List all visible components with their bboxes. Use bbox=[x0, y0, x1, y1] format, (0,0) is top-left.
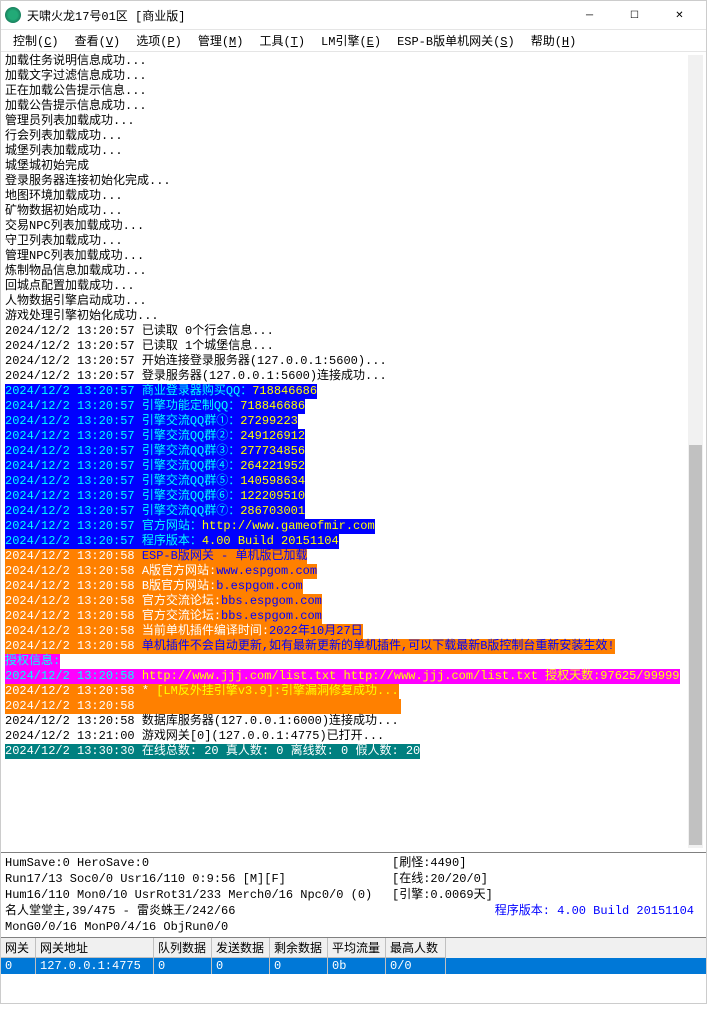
log-line: 炼制物品信息加载成功... bbox=[5, 264, 147, 278]
status-line: MonG0/0/16 MonP0/4/16 ObjRun0/0 bbox=[5, 919, 392, 935]
log-line: 回城点配置加载成功... bbox=[5, 279, 135, 293]
log-line: 行会列表加载成功... bbox=[5, 129, 123, 143]
grid-row[interactable]: 0127.0.0.1:47750000b0/0 bbox=[1, 958, 706, 974]
grid-col-header[interactable]: 队列数据 bbox=[154, 938, 212, 958]
log-line: 加载文字过滤信息成功... bbox=[5, 69, 147, 83]
menu-E[interactable]: LM引擎(E) bbox=[313, 30, 389, 51]
grid-col-header[interactable]: 发送数据 bbox=[212, 938, 270, 958]
grid-body: 0127.0.0.1:47750000b0/0 bbox=[1, 958, 706, 1018]
grid-cell: 127.0.0.1:4775 bbox=[36, 958, 154, 974]
log-line: 2024/12/2 13:20:57 商业登录器购买QQ：718846686 bbox=[5, 384, 317, 399]
log-line: 2024/12/2 13:20:57 引擎交流QQ群③：277734856 bbox=[5, 444, 305, 459]
gateway-grid: 网关网关地址队列数据发送数据剩余数据平均流量最高人数 0127.0.0.1:47… bbox=[1, 937, 706, 1018]
titlebar[interactable]: 天啸火龙17号01区 [商业版] ─ ☐ ✕ bbox=[1, 1, 706, 30]
log-line: 2024/12/2 13:20:58 * [LM反外挂引擎v3.9]:引擎漏洞修… bbox=[5, 684, 399, 699]
log-line: 2024/12/2 13:30:30 在线总数: 20 真人数: 0 离线数: … bbox=[5, 744, 420, 759]
log-line: 2024/12/2 13:20:57 引擎交流QQ群②：249126912 bbox=[5, 429, 305, 444]
status-line: [刷怪:4490] bbox=[392, 855, 702, 871]
log-line: 2024/12/2 13:20:57 开始连接登录服务器(127.0.0.1:5… bbox=[5, 354, 387, 368]
grid-col-header[interactable]: 网关地址 bbox=[36, 938, 154, 958]
status-line: 名人堂堂主,39/475 - 雷炎蛛王/242/66 bbox=[5, 903, 392, 919]
log-line: 2024/12/2 13:20:58 官方交流论坛:bbs.espgom.com bbox=[5, 594, 322, 609]
menu-C[interactable]: 控制(C) bbox=[5, 30, 67, 51]
maximize-button[interactable]: ☐ bbox=[612, 1, 657, 29]
log-line: 2024/12/2 13:20:58 数据库服务器(127.0.0.1:6000… bbox=[5, 714, 399, 728]
grid-cell: 0/0 bbox=[386, 958, 446, 974]
app-icon bbox=[5, 7, 21, 23]
minimize-button[interactable]: ─ bbox=[567, 1, 612, 29]
log-line: 加载住务说明信息成功... bbox=[5, 54, 147, 68]
log-line: 加载公告提示信息成功... bbox=[5, 99, 147, 113]
status-line: HumSave:0 HeroSave:0 bbox=[5, 855, 392, 871]
grid-col-header[interactable]: 网关 bbox=[1, 938, 36, 958]
log-line: 2024/12/2 13:20:57 引擎功能定制QQ：718846686 bbox=[5, 399, 305, 414]
close-button[interactable]: ✕ bbox=[657, 1, 702, 29]
log-line: 管理员列表加载成功... bbox=[5, 114, 135, 128]
log-line: 2024/12/2 13:20:57 已读取 0个行会信息... bbox=[5, 324, 274, 338]
menu-P[interactable]: 选项(P) bbox=[128, 30, 190, 51]
log-line: 守卫列表加载成功... bbox=[5, 234, 123, 248]
status-line: Hum16/110 Mon0/10 UsrRot31/233 Merch0/16… bbox=[5, 887, 392, 903]
menu-H[interactable]: 帮助(H) bbox=[523, 30, 585, 51]
status-right: [刷怪:4490][在线:20/20/0][引擎:0.0069天] 程序版本: … bbox=[392, 855, 702, 935]
log-line: 2024/12/2 13:20:57 登录服务器(127.0.0.1:5600)… bbox=[5, 369, 387, 383]
log-line: 2024/12/2 13:20:58 官方交流论坛:bbs.espgom.com bbox=[5, 609, 322, 624]
grid-col-header[interactable]: 最高人数 bbox=[386, 938, 446, 958]
log-line: 2024/12/2 13:20:57 引擎交流QQ群⑦：286703001 bbox=[5, 504, 305, 519]
log-line: 2024/12/2 13:20:57 程序版本：4.00 Build 20151… bbox=[5, 534, 339, 549]
grid-cell: 0 bbox=[1, 958, 36, 974]
window-title: 天啸火龙17号01区 [商业版] bbox=[27, 7, 567, 24]
status-line: Run17/13 Soc0/0 Usr16/110 0:9:56 [M][F] bbox=[5, 871, 392, 887]
grid-cell: 0b bbox=[328, 958, 386, 974]
log-area[interactable]: 加载住务说明信息成功...加载文字过滤信息成功...正在加载公告提示信息...加… bbox=[1, 52, 706, 852]
log-line: 2024/12/2 13:20:58 单机插件不会自动更新,如有最新更新的单机插… bbox=[5, 639, 615, 654]
grid-header[interactable]: 网关网关地址队列数据发送数据剩余数据平均流量最高人数 bbox=[1, 938, 706, 958]
window-controls: ─ ☐ ✕ bbox=[567, 1, 702, 29]
status-area: HumSave:0 HeroSave:0Run17/13 Soc0/0 Usr1… bbox=[1, 852, 706, 937]
log-line: 2024/12/2 13:20:58 http://www.jjj.com/li… bbox=[5, 669, 680, 684]
log-line: 交易NPC列表加载成功... bbox=[5, 219, 144, 233]
log-line: 2024/12/2 13:20:58 当前单机插件编译时间:2022年10月27… bbox=[5, 624, 363, 639]
app-window: 天啸火龙17号01区 [商业版] ─ ☐ ✕ 控制(C)查看(V)选项(P)管理… bbox=[0, 0, 707, 1004]
menu-S[interactable]: ESP-B版单机网关(S) bbox=[389, 30, 523, 51]
log-line: 2024/12/2 13:20:57 引擎交流QQ群⑥：122209510 bbox=[5, 489, 305, 504]
grid-col-header[interactable]: 平均流量 bbox=[328, 938, 386, 958]
log-line: 2024/12/2 13:20:58 B版官方网站:b.espgom.com bbox=[5, 579, 303, 594]
menubar: 控制(C)查看(V)选项(P)管理(M)工具(T)LM引擎(E)ESP-B版单机… bbox=[1, 30, 706, 52]
log-line: 2024/12/2 13:20:58 A版官方网站:www.espgom.com bbox=[5, 564, 317, 579]
status-line: [引擎:0.0069天] bbox=[392, 887, 702, 903]
log-line: 正在加载公告提示信息... bbox=[5, 84, 147, 98]
grid-cell: 0 bbox=[212, 958, 270, 974]
log-line: 2024/12/2 13:20:58 bbox=[5, 699, 401, 714]
log-line: 2024/12/2 13:20:57 引擎交流QQ群⑤：140598634 bbox=[5, 474, 305, 489]
log-line: 2024/12/2 13:20:57 引擎交流QQ群④：264221952 bbox=[5, 459, 305, 474]
log-line: 登录服务器连接初始化完成... bbox=[5, 174, 171, 188]
log-line: 管理NPC列表加载成功... bbox=[5, 249, 144, 263]
log-line: 2024/12/2 13:20:57 引擎交流QQ群①：27299223 bbox=[5, 414, 298, 429]
log-line: 人物数据引擎启动成功... bbox=[5, 294, 147, 308]
status-line: [在线:20/20/0] bbox=[392, 871, 702, 887]
log-line: 授权信息: bbox=[5, 654, 60, 669]
log-line: 矿物数据初始成功... bbox=[5, 204, 123, 218]
log-line: 2024/12/2 13:20:58 ESP-B版网关 - 单机版已加载 bbox=[5, 549, 307, 564]
log-line: 城堡列表加载成功... bbox=[5, 144, 123, 158]
grid-cell: 0 bbox=[270, 958, 328, 974]
log-line: 2024/12/2 13:21:00 游戏网关[0](127.0.0.1:477… bbox=[5, 729, 384, 743]
scrollbar-thumb[interactable] bbox=[689, 445, 702, 845]
grid-cell: 0 bbox=[154, 958, 212, 974]
grid-col-header[interactable]: 剩余数据 bbox=[270, 938, 328, 958]
menu-T[interactable]: 工具(T) bbox=[251, 30, 313, 51]
menu-M[interactable]: 管理(M) bbox=[190, 30, 252, 51]
log-line: 2024/12/2 13:20:57 已读取 1个城堡信息... bbox=[5, 339, 274, 353]
log-line: 游戏处理引擎初始化成功... bbox=[5, 309, 159, 323]
menu-V[interactable]: 查看(V) bbox=[67, 30, 129, 51]
status-left: HumSave:0 HeroSave:0Run17/13 Soc0/0 Usr1… bbox=[5, 855, 392, 935]
log-line: 城堡城初始完成 bbox=[5, 159, 89, 173]
log-line: 2024/12/2 13:20:57 官方网站：http://www.gameo… bbox=[5, 519, 375, 534]
version-label: 程序版本: 4.00 Build 20151104 bbox=[392, 903, 702, 919]
log-line: 地图环境加载成功... bbox=[5, 189, 123, 203]
